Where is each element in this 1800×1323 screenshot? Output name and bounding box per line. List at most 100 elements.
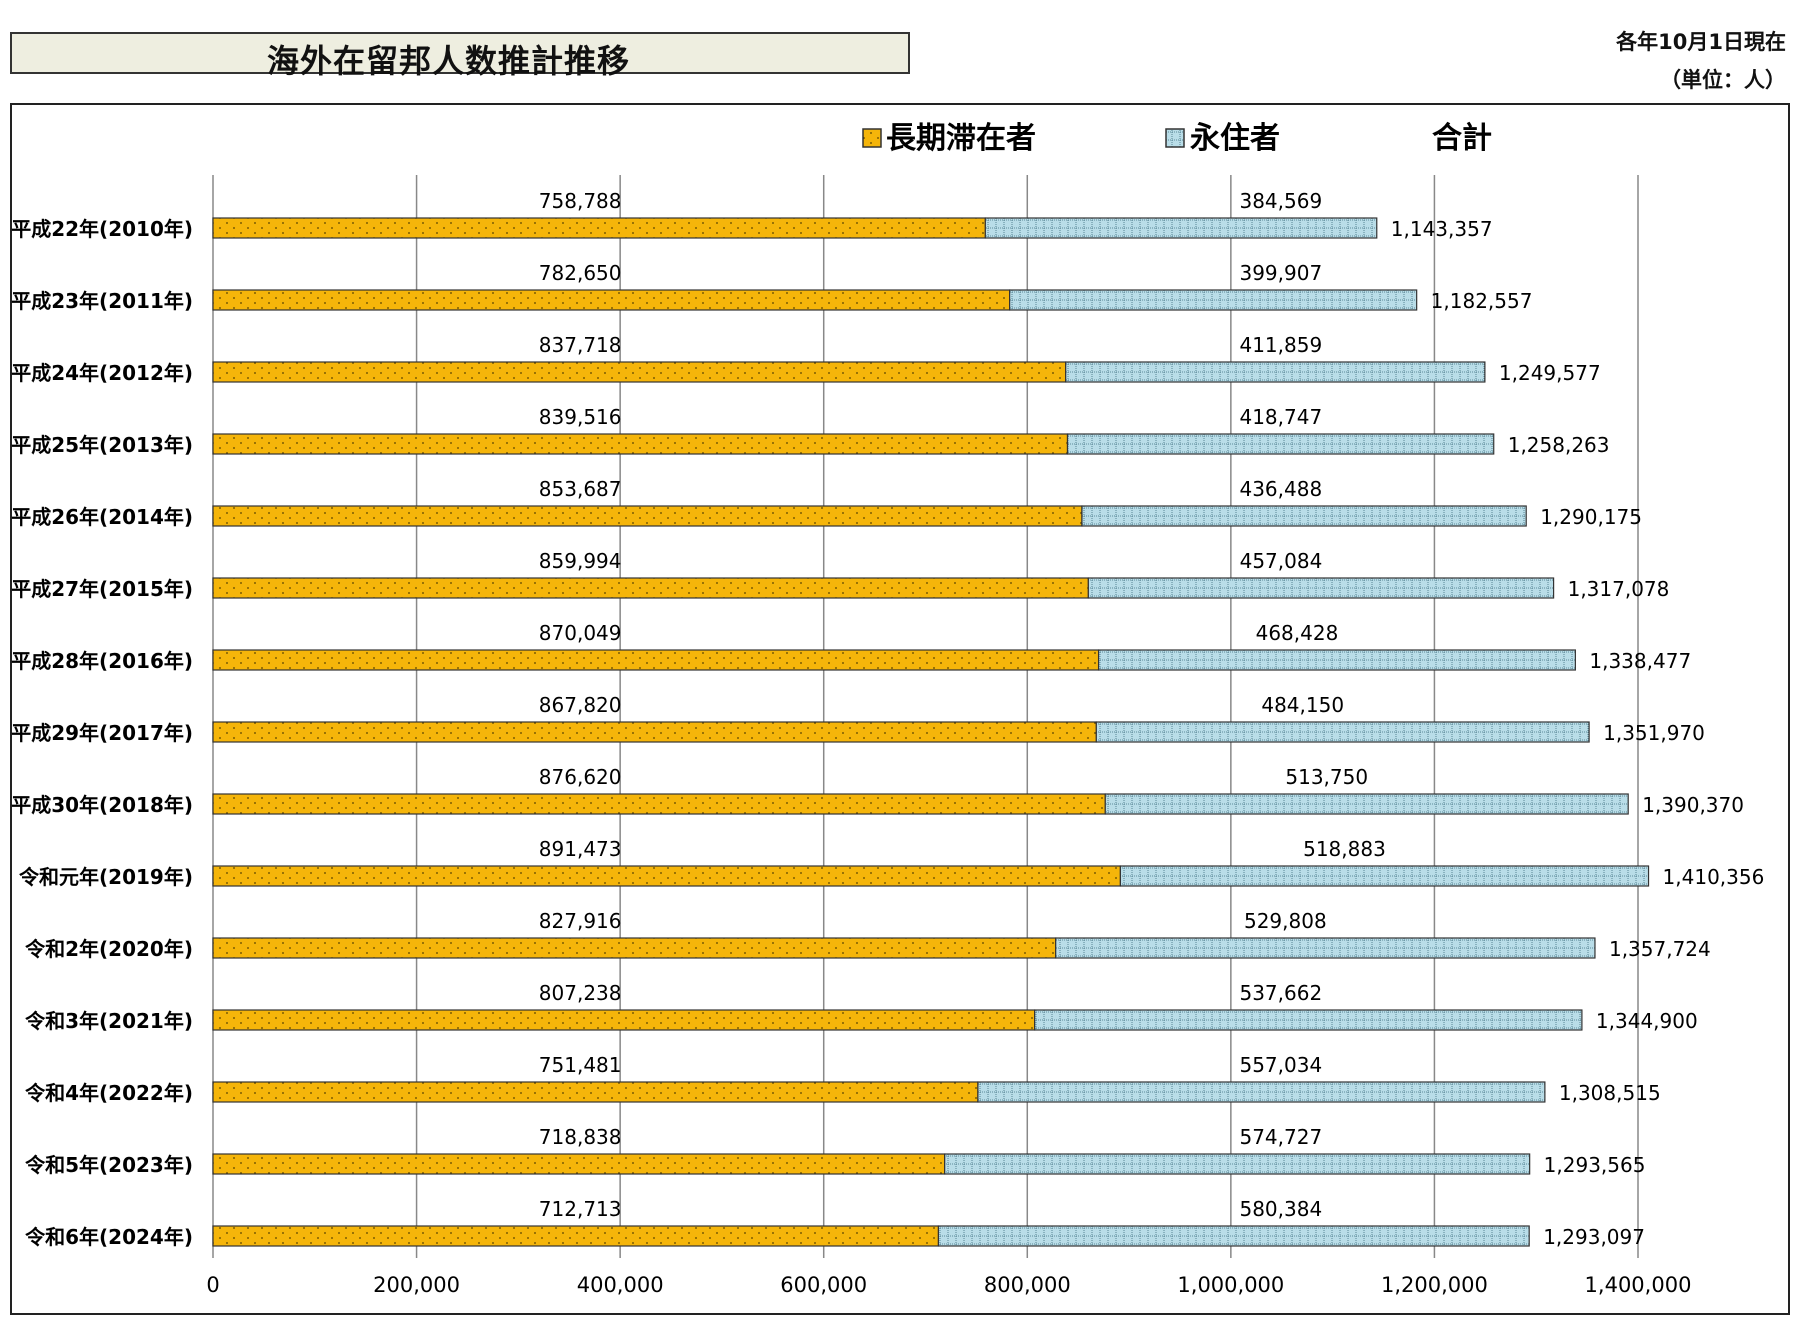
data-label-long-term: 867,820 — [539, 693, 622, 717]
x-tick-label: 600,000 — [780, 1273, 867, 1297]
data-label-long-term: 853,687 — [539, 477, 622, 501]
y-category-label: 令和4年(2022年) — [25, 1081, 193, 1105]
data-label-permanent: 518,883 — [1303, 837, 1386, 861]
bar-permanent — [1009, 289, 1418, 311]
x-tick-label: 1,200,000 — [1381, 1273, 1488, 1297]
data-label-total: 1,258,263 — [1508, 433, 1610, 457]
chart-frame — [10, 103, 1790, 1315]
y-category-label: 平成22年(2010年) — [11, 217, 193, 241]
data-label-permanent: 457,084 — [1240, 549, 1323, 573]
data-label-permanent: 557,034 — [1239, 1053, 1322, 1077]
data-label-total: 1,410,356 — [1663, 865, 1765, 889]
y-category-label: 令和6年(2024年) — [25, 1225, 193, 1249]
data-label-permanent: 418,747 — [1239, 405, 1322, 429]
legend-label-long-term: 長期滞在者 — [886, 121, 1036, 156]
legend-swatch-long-term — [862, 128, 882, 148]
data-label-total: 1,308,515 — [1559, 1081, 1661, 1105]
data-label-total: 1,390,370 — [1642, 793, 1744, 817]
chart-title: 海外在留邦人数推計推移 — [267, 42, 631, 80]
data-label-long-term: 712,713 — [539, 1197, 622, 1221]
y-category-label: 令和2年(2020年) — [25, 937, 193, 961]
legend-swatch-permanent — [1165, 128, 1185, 148]
bar-long-term — [212, 721, 1097, 743]
y-category-label: 令和元年(2019年) — [19, 865, 193, 889]
bar-permanent — [977, 1081, 1546, 1103]
bar-long-term — [212, 1009, 1036, 1031]
bar-long-term — [212, 1225, 940, 1247]
data-label-total: 1,143,357 — [1391, 217, 1493, 241]
data-label-total: 1,249,577 — [1499, 361, 1601, 385]
data-label-long-term: 807,238 — [539, 981, 622, 1005]
bar-long-term — [212, 937, 1057, 959]
y-category-label: 平成26年(2014年) — [11, 505, 193, 529]
data-label-permanent: 436,488 — [1239, 477, 1322, 501]
bar-permanent — [1087, 577, 1555, 599]
bar-permanent — [1065, 361, 1486, 383]
chart-title-box: 海外在留邦人数推計推移 — [10, 32, 910, 80]
bar-permanent — [984, 217, 1378, 239]
data-label-long-term: 891,473 — [539, 837, 622, 861]
data-label-total: 1,293,565 — [1544, 1153, 1646, 1177]
legend-label-permanent: 永住者 — [1190, 121, 1280, 156]
data-label-long-term: 837,718 — [539, 333, 622, 357]
y-category-label: 平成30年(2018年) — [11, 793, 193, 817]
data-label-total: 1,290,175 — [1540, 505, 1642, 529]
bar-permanent — [1055, 937, 1596, 959]
x-tick-label: 200,000 — [373, 1273, 460, 1297]
data-label-permanent: 384,569 — [1239, 189, 1322, 213]
bar-long-term — [212, 433, 1069, 455]
bar-permanent — [937, 1225, 1530, 1247]
data-label-total: 1,182,557 — [1431, 289, 1533, 313]
y-category-label: 平成28年(2016年) — [11, 649, 193, 673]
bar-long-term — [212, 217, 986, 239]
x-tick-label: 1,400,000 — [1585, 1273, 1692, 1297]
data-label-long-term: 758,788 — [539, 189, 622, 213]
x-tick-label: 400,000 — [577, 1273, 664, 1297]
data-label-permanent: 484,150 — [1261, 693, 1344, 717]
data-label-permanent: 513,750 — [1285, 765, 1368, 789]
bar-long-term — [212, 649, 1100, 671]
bar-long-term — [212, 1153, 946, 1175]
data-label-permanent: 468,428 — [1256, 621, 1339, 645]
data-label-permanent: 574,727 — [1239, 1125, 1322, 1149]
bar-permanent — [1066, 433, 1495, 455]
date-note: 各年10月1日現在 — [1616, 30, 1786, 54]
data-label-permanent: 399,907 — [1239, 261, 1322, 285]
y-category-label: 令和3年(2021年) — [25, 1009, 193, 1033]
data-label-total: 1,338,477 — [1589, 649, 1691, 673]
bar-long-term — [212, 289, 1011, 311]
unit-note: （単位：人） — [1660, 68, 1786, 92]
data-label-long-term: 859,994 — [539, 549, 622, 573]
data-label-total: 1,317,078 — [1568, 577, 1670, 601]
bar-permanent — [1034, 1009, 1583, 1031]
data-label-long-term: 839,516 — [539, 405, 622, 429]
data-label-long-term: 751,481 — [539, 1053, 622, 1077]
x-tick-label: 0 — [206, 1273, 219, 1297]
data-label-permanent: 580,384 — [1239, 1197, 1322, 1221]
y-category-label: 平成29年(2017年) — [11, 721, 193, 745]
bar-long-term — [212, 505, 1083, 527]
bar-permanent — [1119, 865, 1650, 887]
x-tick-label: 800,000 — [984, 1273, 1071, 1297]
data-label-total: 1,344,900 — [1596, 1009, 1698, 1033]
y-category-label: 令和5年(2023年) — [25, 1153, 193, 1177]
bar-permanent — [944, 1153, 1531, 1175]
bar-long-term — [212, 1081, 979, 1103]
y-category-label: 平成25年(2013年) — [11, 433, 193, 457]
y-category-label: 平成23年(2011年) — [11, 289, 193, 313]
data-label-total: 1,357,724 — [1609, 937, 1711, 961]
bar-long-term — [212, 793, 1106, 815]
bar-permanent — [1081, 505, 1527, 527]
data-label-long-term: 782,650 — [539, 261, 622, 285]
y-category-label: 平成24年(2012年) — [11, 361, 193, 385]
data-label-permanent: 411,859 — [1239, 333, 1322, 357]
data-label-permanent: 537,662 — [1239, 981, 1322, 1005]
data-label-long-term: 718,838 — [539, 1125, 622, 1149]
x-tick-label: 1,000,000 — [1177, 1273, 1284, 1297]
data-label-total: 1,293,097 — [1543, 1225, 1645, 1249]
bar-permanent — [1097, 649, 1576, 671]
legend-label-total: 合計 — [1432, 121, 1492, 156]
data-label-total: 1,351,970 — [1603, 721, 1705, 745]
data-label-permanent: 529,808 — [1244, 909, 1327, 933]
